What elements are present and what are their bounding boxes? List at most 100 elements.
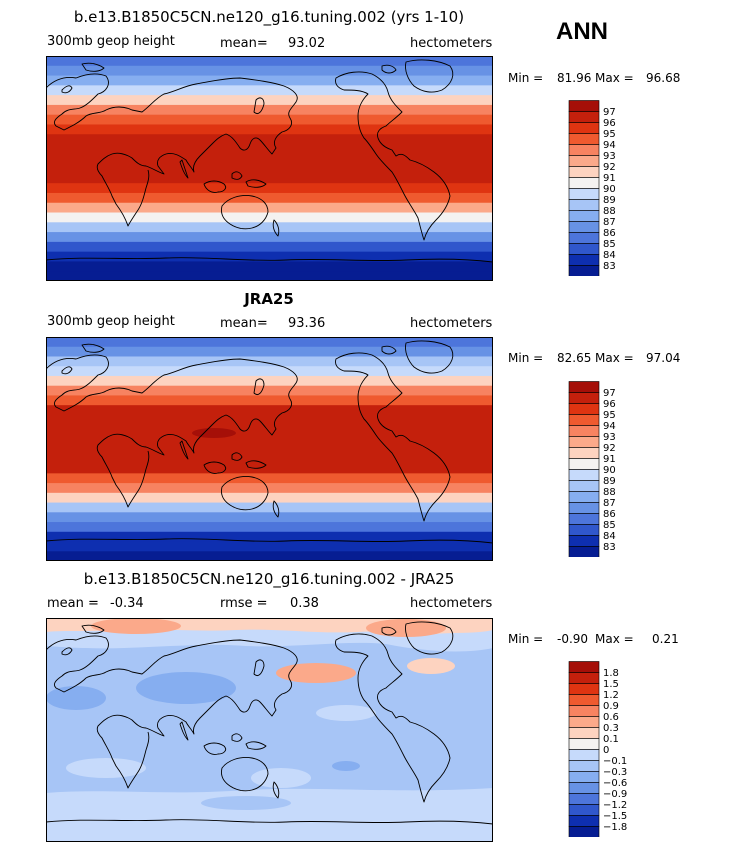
coast-britain [61,647,73,656]
coast-eurasia-africa [46,73,298,227]
legend-color-box [568,111,600,123]
zonal-band [46,492,493,504]
legend-level-label: 86 [603,509,616,520]
panel3-legend: 1.81.51.20.90.60.30.10−0.1−0.3−0.6−0.9−1… [568,661,627,837]
panel2-mean-value: 93.36 [288,316,326,331]
diff-south-light-b [251,768,311,788]
legend-color-box [568,122,600,134]
zonal-band [46,202,493,214]
zonal-band [46,65,493,77]
legend-color-box [568,221,600,233]
legend-level-label: 96 [603,118,616,129]
coast-indonesia [203,461,227,474]
coast-australia [221,195,269,230]
legend-color-box [568,381,600,393]
coast-india-south [179,440,189,460]
zonal-band [46,241,493,253]
season-label: ANN [556,18,608,45]
coast-india-south [179,159,189,179]
legend-color-box [568,760,600,772]
coast-eurasia-africa [46,354,298,508]
legend-color-box [568,458,600,470]
coast-indonesia [203,742,227,755]
diff-south-light-a [66,758,146,778]
panel3-units: hectometers [410,596,493,611]
zonal-band [46,85,493,96]
legend-level-label: 87 [603,498,616,509]
legend-level-label: 0.9 [603,701,619,712]
panel3-mean-value: -0.34 [110,596,144,611]
zonal-band [46,183,493,194]
zonal-band [46,531,493,543]
legend-color-box [568,188,600,200]
zonal-band [46,414,493,426]
coast-antarctica [46,257,493,263]
panel3-max-label: Max = [595,632,634,646]
legend-level-label: 90 [603,465,616,476]
zonal-band [46,144,493,155]
legend-level-label: −0.1 [603,756,627,767]
coast-svalbard [81,343,105,353]
zonal-band [46,453,493,465]
legend-level-label: 97 [603,107,616,118]
coast-arctic-islands [381,626,397,636]
legend-color-box [568,694,600,706]
coast-indonesia [203,180,227,193]
panel1-map [46,56,493,281]
panel2-frame [46,337,493,561]
legend-level-label: 84 [603,250,616,261]
legend-level-label: 0.1 [603,734,619,745]
legend-level-label: 92 [603,162,616,173]
panel3-map [46,618,493,842]
legend-color-box [568,672,600,684]
legend-color-box [568,199,600,211]
legend-level-label: 89 [603,195,616,206]
zonal-band [46,251,493,263]
legend-level-label: 88 [603,487,616,498]
diff-europe-negative [46,686,106,710]
zonal-band [46,104,493,116]
legend-color-box [568,826,600,837]
legend-color-box [568,144,600,156]
panel1-min-label: Min = [508,71,544,85]
zonal-band [46,551,493,561]
legend-color-box [568,705,600,717]
zonal-band [46,346,493,358]
legend-level-label: 87 [603,217,616,228]
coast-americas [335,633,451,803]
panel3-mean-label: mean = [47,596,99,611]
legend-color-box [568,403,600,415]
legend-color-box [568,100,600,112]
zonal-band [46,153,493,165]
zonal-band [46,173,493,184]
zonal-band [46,405,493,416]
panel1-mean-label: mean= [220,36,268,51]
diff-positive-patch-b [366,619,446,637]
diff-na-positive [407,658,455,674]
zonal-band [46,483,493,494]
zonal-band [46,366,493,377]
diff-positive-patch-a [91,618,181,634]
zonal-band [46,424,493,435]
legend-color-box [568,155,600,167]
legend-level-label: 90 [603,184,616,195]
coast-americas [335,352,451,522]
zonal-band [46,385,493,397]
legend-color-box [568,815,600,827]
legend-color-box [568,166,600,178]
diff-tropical-light [316,705,376,721]
coast-borneo [231,452,243,461]
legend-level-label: 83 [603,542,616,553]
coast-new-zealand [272,500,280,518]
legend-color-box [568,524,600,536]
panel2-min-value: 82.65 [557,351,592,365]
legend-color-box [568,392,600,404]
panel3-max-value: 0.21 [652,632,679,646]
legend-level-label: −1.2 [603,800,627,811]
legend-level-label: 91 [603,173,616,184]
legend-level-label: −0.9 [603,789,627,800]
legend-color-box [568,480,600,492]
coast-americas [335,71,451,241]
